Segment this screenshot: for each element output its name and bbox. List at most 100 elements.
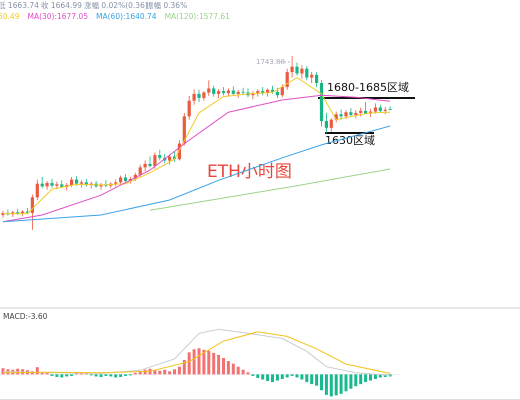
macd-bar [246, 372, 250, 375]
macd-bar [65, 374, 69, 377]
macd-bar [94, 374, 98, 377]
macd-bar [354, 374, 358, 387]
macd-bar [1, 368, 5, 375]
candle-body [197, 93, 201, 98]
macd-bar [143, 369, 147, 375]
candle-body [241, 91, 245, 93]
candle-body [187, 100, 191, 117]
macd-bar [202, 349, 206, 375]
header: 低 1663.74 收 1664.99 涨幅 0.02%(0.36) 振幅 0.… [0, 0, 187, 10]
stat: 涨幅 0.02%(0.36) [84, 0, 148, 10]
macd-bar [290, 374, 294, 376]
candle-body [221, 91, 226, 94]
macd-bar [177, 366, 181, 375]
macd-bar [378, 374, 382, 378]
macd-title: MACD:-3.60 [3, 312, 48, 321]
macd-bar [300, 374, 304, 380]
macd-bar [261, 374, 265, 380]
candle-body [177, 143, 181, 160]
candle-body [226, 90, 230, 94]
candle-body [364, 110, 368, 114]
candle-body [300, 68, 304, 74]
high-label: 1743.88 [256, 58, 285, 66]
macd-bar [339, 374, 343, 394]
candle-body [217, 91, 221, 94]
candle-body [261, 91, 265, 93]
macd-bar [383, 374, 387, 377]
macd-bar [60, 374, 64, 378]
legend-entry: MA(30):1677.05 [27, 12, 88, 21]
candle-body [21, 211, 25, 214]
ma-line [2, 125, 391, 223]
ma-line [149, 168, 391, 211]
candle-body [285, 72, 289, 88]
macd-bar [138, 371, 142, 375]
macd-line [2, 328, 391, 376]
macd-bar [75, 373, 78, 375]
candle-body [50, 182, 54, 186]
macd-bar [315, 374, 319, 386]
macd-bar [344, 374, 348, 392]
candle-body [295, 66, 299, 74]
macd-bar [168, 371, 172, 375]
macd-bar [109, 374, 113, 377]
legend-entry: MA(120):1577.61 [165, 12, 231, 21]
stat: 收 1664.99 [41, 0, 82, 10]
candle-body [70, 179, 74, 186]
candle-body [290, 66, 294, 73]
candle-body [79, 182, 83, 184]
ma-line [2, 94, 391, 223]
macd-bar [114, 374, 118, 378]
macd-bar [16, 368, 20, 375]
macd-bar [256, 374, 260, 378]
macd-bar [251, 374, 255, 376]
candle-body [388, 109, 392, 110]
candle-body [373, 107, 377, 112]
candle-body [324, 121, 328, 128]
macd-bar [334, 374, 338, 396]
macd-bar [212, 352, 216, 375]
candle-body [354, 112, 358, 115]
macd-bar [45, 372, 49, 375]
macd-bar [104, 374, 108, 376]
macd-bar [55, 374, 59, 377]
candle-body [212, 88, 216, 94]
macd-bar [349, 374, 353, 389]
candle-body [231, 90, 235, 94]
candle-body [305, 68, 309, 78]
macd-line [2, 331, 391, 374]
macd-bar [153, 370, 157, 375]
macd-bar [163, 369, 167, 375]
candle-body [16, 212, 20, 214]
candle-body [45, 182, 49, 187]
legend-entry: 60.49 [0, 12, 20, 21]
macd-bar [329, 374, 333, 397]
annotation: 1630区域 [325, 134, 375, 147]
macd-bar [158, 370, 162, 375]
macd-bar [266, 374, 270, 382]
macd-bar [173, 369, 176, 375]
candle-body [168, 156, 172, 161]
ma-line [3, 77, 391, 215]
macd-bar [231, 363, 235, 375]
candle-body [383, 109, 387, 111]
macd-bar [119, 374, 123, 377]
macd-bar [236, 366, 240, 375]
candle-body [344, 112, 348, 117]
macd-bar [271, 374, 274, 383]
macd-bar [182, 360, 186, 375]
annotation: 1680-1685区域 [327, 81, 409, 94]
candle-body [182, 116, 186, 144]
candle-body [114, 182, 118, 184]
candle-body [256, 91, 260, 94]
candle-body [280, 87, 284, 96]
candle-body [275, 91, 279, 96]
stat: 振幅 0.36% [146, 0, 187, 10]
macd-bar [285, 374, 289, 378]
candle-body [138, 167, 142, 175]
candle-body [153, 155, 157, 166]
macd-bar [241, 369, 245, 375]
macd-bar [359, 374, 363, 385]
macd-bar [305, 374, 309, 383]
